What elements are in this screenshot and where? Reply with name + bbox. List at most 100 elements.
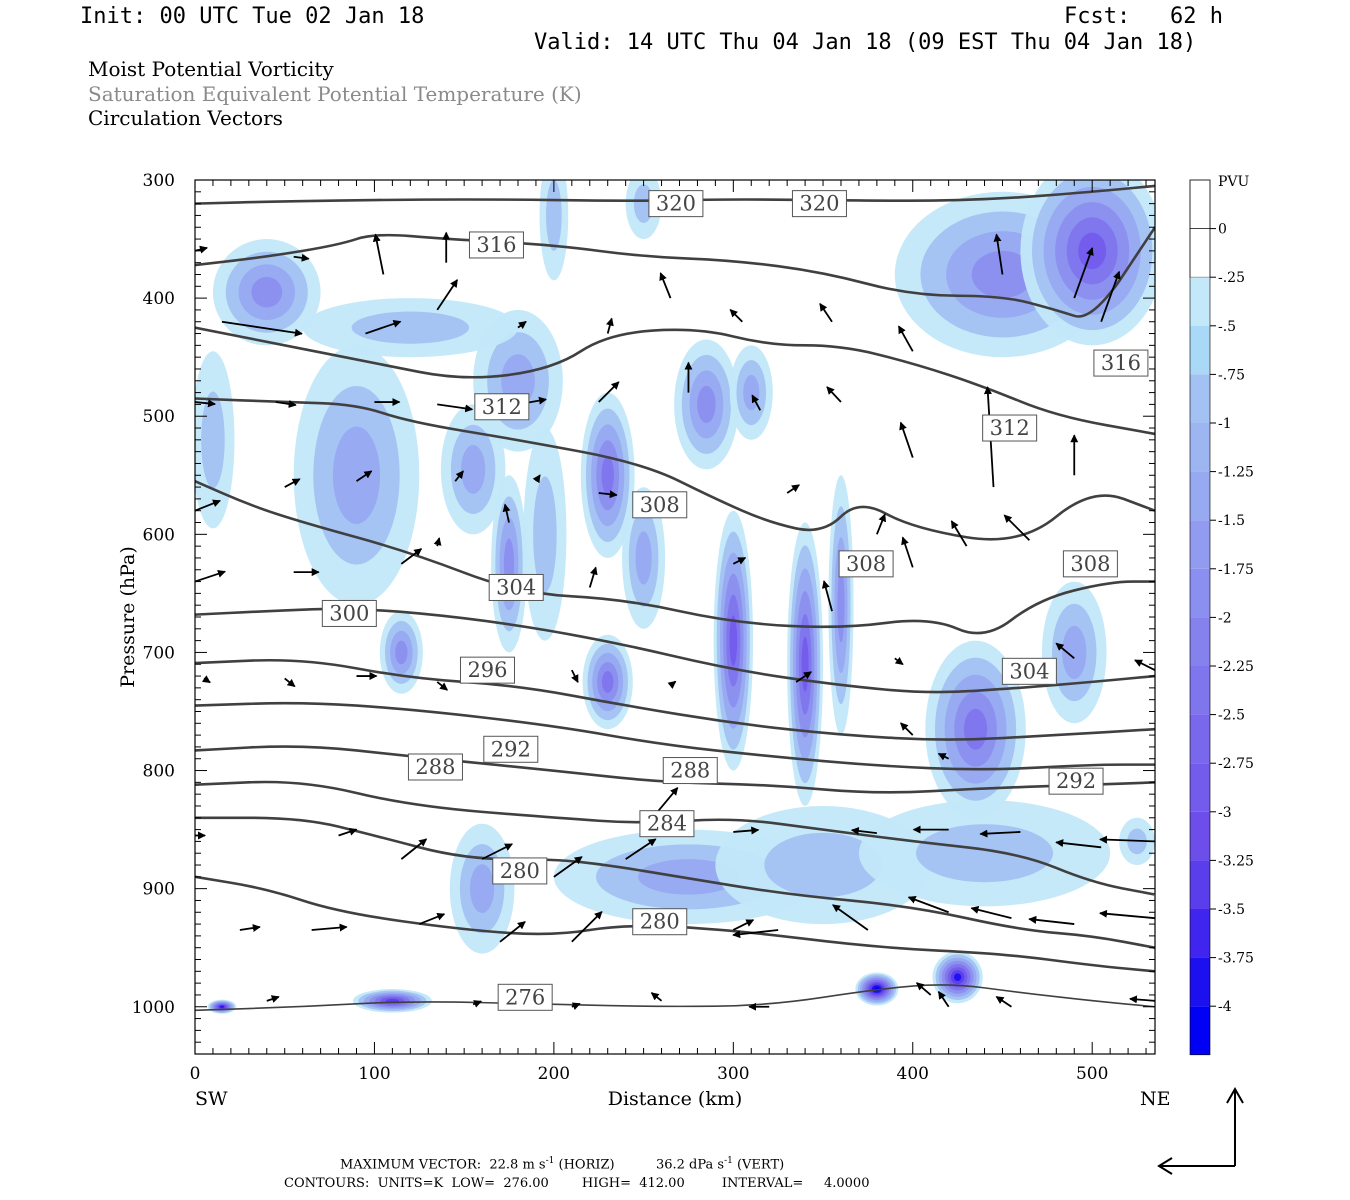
y-tick-label-900: 900 (143, 880, 175, 900)
colorbar: PVU 0 -.25 -.5 -.75 -1 -1.25 -1.5 -1.75 -2 -2.25 -2… (1189, 174, 1254, 1056)
reference-vector (1157, 1086, 1244, 1175)
colorbar-swatch-1 (1189, 228, 1211, 278)
x-tick-label-200: 200 (538, 1064, 570, 1084)
vector-77 (499, 921, 526, 943)
axes: 300 400 500 600 700 800 900 1000 0 100 200 300 400 50… (132, 171, 1155, 1084)
colorbar-swatch-4 (1190, 374, 1210, 423)
max-vector-note: MAXIMUM VECTOR: 22.8 m s-1 (HORIZ) 36.2 … (340, 1156, 785, 1173)
contour-label-box (662, 757, 718, 785)
vector-12 (897, 325, 914, 352)
colorbar-swatch-3 (1190, 325, 1210, 375)
isentrope-contours (195, 184, 1155, 1012)
x-end-left: SW (195, 1088, 228, 1110)
contour-label-text: 276 (505, 985, 545, 1009)
vector-50 (1055, 642, 1075, 660)
colorbar-label-13: -3.25 (1218, 853, 1254, 869)
pv-blob-7-1 (533, 476, 557, 593)
vector-43 (400, 548, 423, 565)
vector-68 (733, 826, 760, 835)
x-tick-label-300: 300 (717, 1064, 749, 1084)
contour-label-300-11: 300 (321, 599, 377, 627)
vector-92 (995, 996, 1012, 1008)
y-tick-label-600: 600 (143, 525, 175, 545)
y-tick-label-1000: 1000 (132, 998, 175, 1018)
contour-label-312-4: 312 (474, 393, 530, 421)
colorbar-label-3: -.75 (1218, 367, 1245, 383)
colorbar-label-15: -3.75 (1218, 951, 1254, 967)
vector-87 (472, 1000, 483, 1008)
contour-label-316-2: 316 (468, 231, 524, 259)
contour-label-text: 292 (491, 737, 531, 761)
contour-label-text: 304 (1009, 659, 1049, 683)
vector-32 (532, 474, 541, 484)
colorbar-label-1: -.25 (1218, 270, 1245, 286)
colorbar-label-4: -1 (1218, 416, 1232, 432)
colorbar-label-14: -3.5 (1218, 902, 1245, 918)
pv-blob-20-1 (916, 824, 1054, 883)
colorbar-label-10: -2.5 (1218, 708, 1245, 724)
pv-blob-23-3 (971, 250, 1034, 299)
vector-82 (907, 895, 949, 914)
vector-13 (993, 233, 1004, 275)
colorbar-swatch-2 (1190, 277, 1210, 326)
pv-blob-19-1 (764, 832, 882, 898)
contour-label-320-0: 320 (648, 190, 704, 218)
contour-label-280-18: 280 (492, 857, 548, 885)
contour-label-box (1001, 657, 1057, 685)
colorbar-swatch-0 (1189, 179, 1211, 229)
colorbar-label-8: -2 (1218, 610, 1232, 626)
pv-blob-4-2 (461, 445, 486, 494)
vector-15 (1100, 270, 1121, 323)
colorbar-swatch-5 (1190, 423, 1210, 472)
vector-17 (275, 400, 297, 408)
contour-label-292-13: 292 (483, 735, 539, 763)
pv-blob-14-5 (801, 636, 809, 692)
vector-64 (481, 843, 513, 860)
vector-84 (1028, 915, 1075, 925)
vector-51 (1134, 659, 1155, 671)
colorbar-label-9: -2.25 (1218, 659, 1254, 675)
contour-label-text: 320 (656, 192, 696, 216)
colorbar-title: PVU (1218, 174, 1250, 190)
init-time: Init: 00 UTC Tue 02 Jan 18 (80, 4, 425, 29)
vector-65 (553, 856, 583, 878)
vector-37 (901, 536, 914, 568)
contour-label-box (648, 190, 704, 218)
isentrope-292 (195, 701, 1155, 771)
forecast-hour: Fcst: 62 h (1064, 4, 1223, 29)
vector-81 (832, 904, 869, 931)
contour-label-text: 308 (1070, 552, 1110, 576)
vector-33 (598, 490, 618, 499)
contour-label-box (1093, 349, 1149, 377)
vector-36 (876, 513, 886, 535)
contour-label-text: 280 (500, 859, 540, 883)
contour-label-text: 280 (640, 910, 680, 934)
contour-label-box (497, 983, 553, 1011)
colorbar-swatch-16 (1190, 957, 1210, 1007)
pv-blob-9-2 (635, 531, 652, 585)
x-axis-label: Distance (km) (608, 1088, 743, 1110)
y-tick-label-800: 800 (143, 762, 175, 782)
colorbar-label-16: -4 (1218, 999, 1232, 1015)
field-title-pv: Moist Potential Vorticity (88, 57, 334, 81)
y-axis-label: Pressure (hPa) (117, 546, 139, 688)
contour-label-308-6: 308 (632, 491, 688, 519)
vector-53 (284, 677, 296, 688)
vector-9 (659, 272, 672, 299)
contour-label-text: 320 (799, 192, 839, 216)
isentrope-296 (195, 658, 1155, 741)
pv-blob-25-7 (953, 973, 962, 982)
vector-46 (588, 566, 598, 588)
colorbar-swatch-10 (1190, 666, 1210, 715)
pv-blob-22-2 (1062, 625, 1087, 680)
vector-6 (436, 279, 458, 311)
pv-blob-21-4 (963, 708, 988, 750)
vector-25 (899, 421, 914, 458)
contour-label-296-12: 296 (459, 656, 515, 684)
contour-label-text: 316 (476, 233, 516, 257)
vector-16 (195, 399, 216, 408)
isentrope-300 (195, 607, 1155, 694)
pv-blob-2-2 (332, 426, 381, 524)
colorbar-label-12: -3 (1218, 805, 1232, 821)
field-title-theta-es: Saturation Equivalent Potential Temperat… (88, 82, 582, 106)
